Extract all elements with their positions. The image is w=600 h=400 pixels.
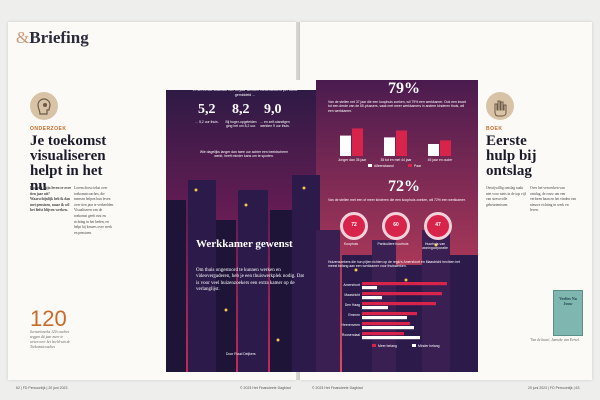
ring-corporatie: 47 (424, 212, 452, 240)
footer-left: 62 | FD Persoonlijk | 20 juni 2023 (16, 386, 68, 390)
pct2: 72% (388, 178, 420, 195)
infographic: In het eerste kwartaal van dit jaar werk… (166, 80, 478, 372)
stat-number: 120 (30, 306, 67, 331)
ring-koophuis: 72 (340, 212, 368, 240)
tick-label-2: 45 jaar en ouder (428, 158, 454, 162)
pct2-text: Van de stellen met een of meer kinderen … (328, 198, 466, 202)
stat-value-1: 5,2 (198, 102, 216, 117)
region-label-4: Heerenveen (342, 323, 361, 327)
copyright-left: © 2023 Het Financieele Dagblad (240, 386, 291, 390)
right-body-text: Over het verwerken van ontslag, de rouw … (530, 186, 576, 213)
stat-value-3: 9,0 (264, 102, 282, 117)
infographic-note: Wie dagelijks langer dan twee uur achter… (199, 150, 289, 159)
bar-alleenstaand-1 (384, 137, 395, 156)
legend2-label-0: Meer belang (378, 344, 397, 348)
right-intro: Onvrijwillig ontslag raakt niet voor nie… (486, 186, 526, 207)
infographic-title: Werkkamer gewenst (196, 238, 293, 250)
stat-caption: Scenarioreeks 120 coaches zeggen dit jaa… (30, 330, 71, 349)
book-caption: 'Van de baan', Janneke van Eersel. (530, 338, 580, 342)
region-label-2: Den Haag (345, 303, 360, 307)
legend-swatch-0 (368, 164, 372, 167)
chart2-text: Huizenzoekers die hun pijlen richten op … (328, 260, 461, 269)
stat-label-3: ... en zelf-standigen werkten 9 uur thui… (260, 120, 290, 129)
pct1-text: Van de stellen net 37 jaar die een kooph… (328, 100, 466, 113)
left-intro: Hoe ziet mijn leven er over tien jaar ui… (30, 186, 72, 213)
legend-swatch-1 (408, 164, 412, 167)
legend2-swatch-0 (372, 344, 376, 347)
bar-alleenstaand-0 (340, 135, 351, 156)
legend2-swatch-1 (412, 344, 416, 347)
hbar-0-5 (362, 332, 404, 336)
region-label-1: Maastricht (344, 293, 360, 297)
hbar-0-2 (362, 302, 436, 306)
hand-plaster-icon (486, 92, 514, 120)
bar-alleenstaand-2 (428, 144, 439, 156)
infographic-intro: In het eerste kwartaal van dit jaar werk… (192, 88, 298, 97)
hbar-0-3 (362, 312, 417, 316)
copyright-right: © 2023 Het Financieele Dagblad (312, 386, 363, 390)
bar-paar-0 (352, 128, 363, 156)
hbar-0-4 (362, 322, 410, 326)
hbar-1-5 (362, 336, 420, 340)
left-body-text: Lorem dorso tekst over toekomstcoaches, … (74, 186, 115, 235)
ring-label-1: Koophuis (343, 242, 359, 246)
ring-label-2: Particuliere huurhuis (377, 242, 409, 246)
hbar-1-0 (362, 286, 377, 290)
infographic-byline: Door Ruud Deijkers (226, 352, 256, 356)
left-tag: ONDERZOEK (30, 126, 67, 132)
legend-label-0: Alleenstaand (374, 164, 394, 168)
stat-label-2: Bij hoger-opgeleiden ging het om 8,2 uur… (225, 120, 257, 129)
right-tag: BOEK (486, 126, 503, 132)
hbar-1-4 (362, 326, 414, 330)
region-label-5: Roosendaal (342, 333, 360, 337)
right-heading: Eerste hulp bij ontslag (486, 133, 537, 179)
head-icon (30, 92, 58, 120)
legend2-label-1: Minder belang (418, 344, 440, 348)
chart-werkkamer-leeftijd: Jonger dan 35 jaar 35 tot en met 44 jaar 4… (338, 128, 454, 168)
hbar-0-0 (362, 282, 447, 286)
tick-label-1: 35 tot en met 44 jaar (380, 158, 412, 162)
ring-particulier: 60 (382, 212, 410, 240)
legend-label-1: Paar (414, 164, 422, 168)
ring-label-3: Huurhuis van woningcorporatie (422, 242, 448, 250)
hbar-0-1 (362, 292, 442, 296)
region-label-3: Emmen (348, 313, 360, 317)
stat-value-2: 8,2 (232, 102, 250, 117)
pct1: 79% (388, 80, 420, 97)
footer-right: 20 juni 2023 | FD Persoonlijk | 63 (528, 386, 580, 390)
section-header: &Briefing (16, 28, 89, 47)
book-cover: Verlies Na Jouw (553, 290, 583, 336)
left-heading: Je toekomst visualiseren helpt in het nu (30, 133, 107, 194)
hbar-1-3 (362, 316, 407, 320)
stat-label-1: ... 5,2 uur thuis. (195, 120, 219, 124)
region-label-0: Amersfoort (343, 283, 360, 287)
hbar-1-2 (362, 306, 388, 310)
hbar-1-1 (362, 296, 382, 300)
bar-paar-2 (440, 140, 451, 156)
chart-regio-belang: Amersfoort Maastricht Den Haag Emmen Heerenv… (342, 282, 447, 348)
tick-label-0: Jonger dan 35 jaar (338, 158, 367, 162)
bar-paar-1 (396, 130, 407, 156)
infographic-subtitle: Om thuis ongestoord te kunnen werken en … (196, 268, 304, 293)
